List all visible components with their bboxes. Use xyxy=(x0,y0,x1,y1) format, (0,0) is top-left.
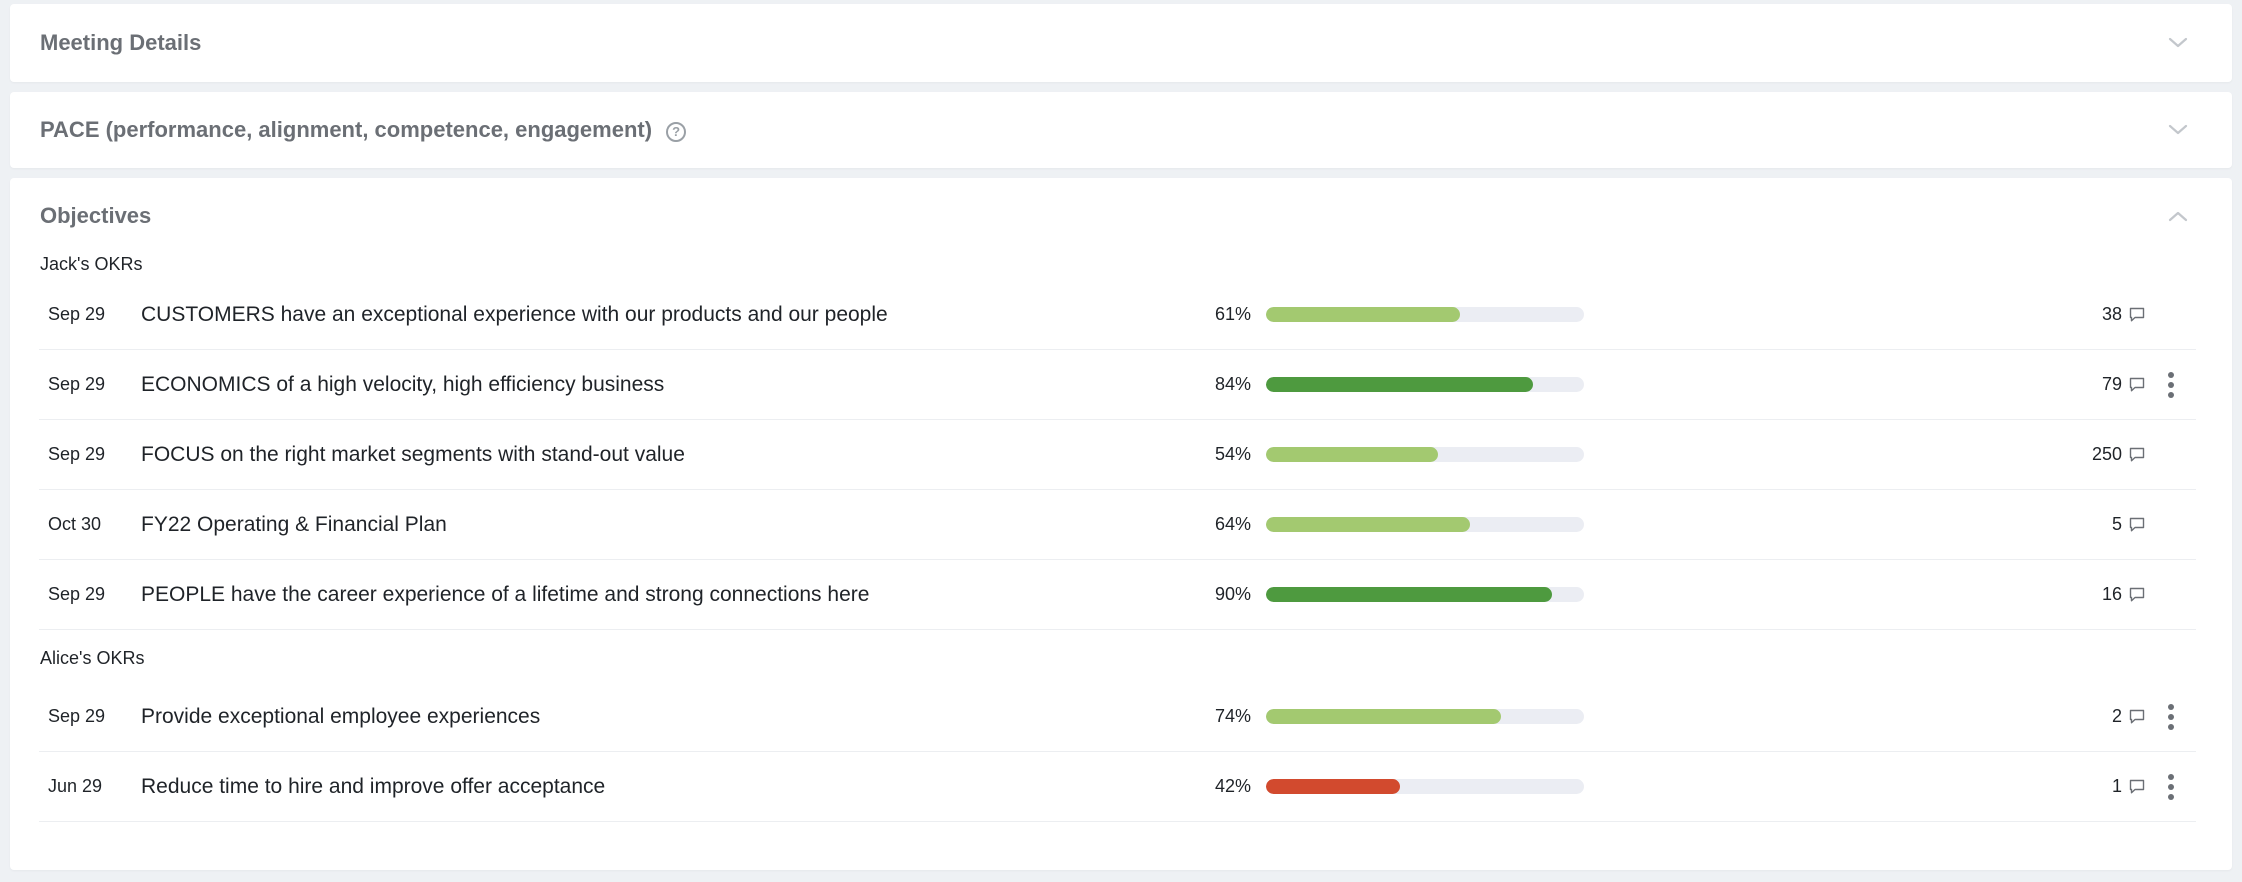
okr-group-heading: Alice's OKRs xyxy=(40,648,145,668)
okr-progress-bar xyxy=(1266,307,1584,322)
comment-bubble-icon[interactable] xyxy=(2128,376,2146,394)
okr-list: Sep 29 CUSTOMERS have an exceptional exp… xyxy=(10,280,2232,630)
okr-comment-count: 5 xyxy=(2111,514,2122,534)
okr-row[interactable]: Sep 29 Provide exceptional employee expe… xyxy=(39,682,2196,752)
pace-title: PACE (performance, alignment, competence… xyxy=(40,117,653,142)
meeting-details-title: Meeting Details xyxy=(40,30,202,55)
okr-progress-percent: 84% xyxy=(1214,374,1251,394)
comment-bubble-icon[interactable] xyxy=(2128,446,2146,464)
okr-list: Sep 29 Provide exceptional employee expe… xyxy=(10,682,2232,822)
okr-progress-percent: 64% xyxy=(1214,514,1251,534)
okr-progress-bar xyxy=(1266,377,1584,392)
okr-title[interactable]: CUSTOMERS have an exceptional experience… xyxy=(141,302,888,326)
okr-row[interactable]: Sep 29 FOCUS on the right market segment… xyxy=(39,420,2196,490)
okr-progress-bar xyxy=(1266,587,1584,602)
okr-progress-bar xyxy=(1266,709,1584,724)
okr-row[interactable]: Oct 30 FY22 Operating & Financial Plan 6… xyxy=(39,490,2196,560)
okr-progress-fill xyxy=(1266,779,1400,794)
okr-group: Jack's OKRs Sep 29 CUSTOMERS have an exc… xyxy=(10,252,2232,630)
okr-progress-fill xyxy=(1266,307,1460,322)
okr-title[interactable]: FY22 Operating & Financial Plan xyxy=(141,512,447,536)
okr-due-date: Sep 29 xyxy=(48,374,106,394)
okr-comments[interactable]: 16 xyxy=(2056,584,2146,605)
okr-due-date: Sep 29 xyxy=(48,706,106,726)
okr-progress-percent: 61% xyxy=(1214,304,1251,324)
kebab-menu-icon[interactable] xyxy=(2146,703,2196,731)
okr-comments[interactable]: 5 xyxy=(2056,514,2146,535)
okr-comment-count: 250 xyxy=(2091,444,2122,464)
chevron-up-icon[interactable] xyxy=(2164,202,2192,230)
objectives-title: Objectives xyxy=(40,203,152,228)
okr-due-date: Oct 30 xyxy=(48,514,102,534)
chevron-down-icon[interactable] xyxy=(2164,116,2192,144)
okr-row[interactable]: Jun 29 Reduce time to hire and improve o… xyxy=(39,752,2196,822)
okr-comment-count: 16 xyxy=(2101,584,2122,604)
kebab-menu-icon[interactable] xyxy=(2146,773,2196,801)
okr-comments[interactable]: 2 xyxy=(2056,706,2146,727)
okr-progress-percent: 42% xyxy=(1214,776,1251,796)
okr-progress-bar xyxy=(1266,447,1584,462)
comment-bubble-icon[interactable] xyxy=(2128,306,2146,324)
pace-title-wrap: PACE (performance, alignment, competence… xyxy=(40,117,687,143)
okr-progress-bar xyxy=(1266,517,1584,532)
okr-progress-percent: 90% xyxy=(1214,584,1251,604)
comment-bubble-icon[interactable] xyxy=(2128,516,2146,534)
okr-progress-bar xyxy=(1266,779,1584,794)
okr-comment-count: 1 xyxy=(2111,776,2122,796)
okr-comment-count: 2 xyxy=(2111,706,2122,726)
kebab-menu-icon[interactable] xyxy=(2146,371,2196,399)
comment-bubble-icon[interactable] xyxy=(2128,586,2146,604)
okr-row[interactable]: Sep 29 ECONOMICS of a high velocity, hig… xyxy=(39,350,2196,420)
help-circle-icon[interactable]: ? xyxy=(666,121,687,142)
okr-progress-fill xyxy=(1266,517,1470,532)
pace-panel: PACE (performance, alignment, competence… xyxy=(10,92,2232,168)
okr-title[interactable]: FOCUS on the right market segments with … xyxy=(141,442,685,466)
okr-row[interactable]: Sep 29 PEOPLE have the career experience… xyxy=(39,560,2196,630)
okr-due-date: Sep 29 xyxy=(48,304,106,324)
okr-progress-fill xyxy=(1266,709,1502,724)
okr-title[interactable]: ECONOMICS of a high velocity, high effic… xyxy=(141,372,665,396)
okr-progress-percent: 54% xyxy=(1214,444,1251,464)
okr-groups: Jack's OKRs Sep 29 CUSTOMERS have an exc… xyxy=(10,252,2232,822)
meeting-details-header[interactable]: Meeting Details xyxy=(10,4,2232,82)
meeting-details-panel: Meeting Details xyxy=(10,4,2232,82)
objectives-header[interactable]: Objectives xyxy=(10,178,2232,254)
okr-progress-fill xyxy=(1266,447,1438,462)
okr-due-date: Jun 29 xyxy=(48,776,103,796)
okr-progress-percent: 74% xyxy=(1214,706,1251,726)
okr-progress-fill xyxy=(1266,587,1553,602)
chevron-down-icon[interactable] xyxy=(2164,29,2192,57)
okr-due-date: Sep 29 xyxy=(48,444,106,464)
okr-group: Alice's OKRs Sep 29 Provide exceptional … xyxy=(10,646,2232,822)
okr-title[interactable]: PEOPLE have the career experience of a l… xyxy=(141,582,870,606)
okr-title[interactable]: Reduce time to hire and improve offer ac… xyxy=(141,774,606,798)
okr-comments[interactable]: 79 xyxy=(2056,374,2146,395)
okr-comments[interactable]: 250 xyxy=(2056,444,2146,465)
okr-title[interactable]: Provide exceptional employee experiences xyxy=(141,704,541,728)
pace-header[interactable]: PACE (performance, alignment, competence… xyxy=(10,92,2232,168)
okr-group-heading: Jack's OKRs xyxy=(40,254,143,274)
okr-comment-count: 38 xyxy=(2101,304,2122,324)
objectives-panel: Objectives Jack's OKRs Sep 29 CUSTOMERS … xyxy=(10,178,2232,870)
okr-due-date: Sep 29 xyxy=(48,584,106,604)
comment-bubble-icon[interactable] xyxy=(2128,708,2146,726)
okr-comments[interactable]: 1 xyxy=(2056,776,2146,797)
okr-comments[interactable]: 38 xyxy=(2056,304,2146,325)
okr-comment-count: 79 xyxy=(2101,374,2122,394)
okr-row[interactable]: Sep 29 CUSTOMERS have an exceptional exp… xyxy=(39,280,2196,350)
comment-bubble-icon[interactable] xyxy=(2128,778,2146,796)
okr-progress-fill xyxy=(1266,377,1534,392)
